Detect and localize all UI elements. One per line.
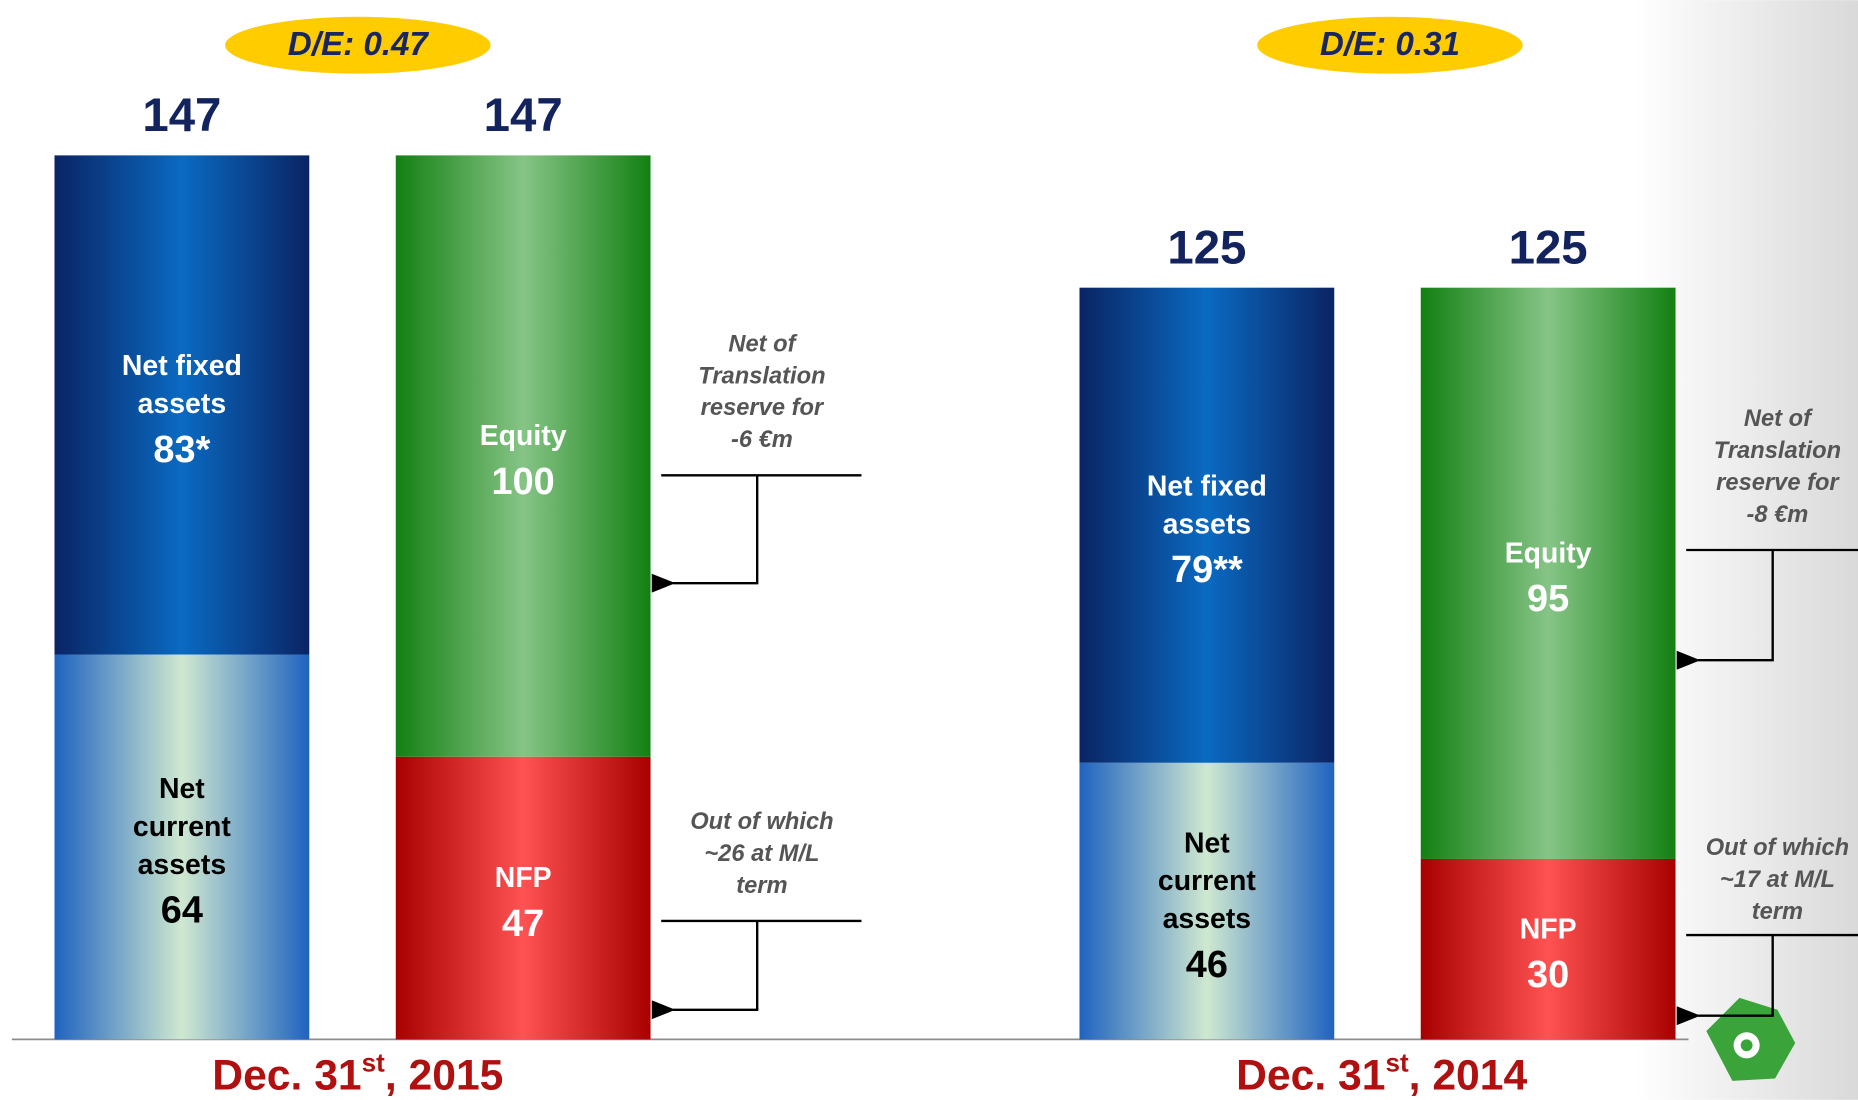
- bar-segment: [395, 756, 651, 1040]
- segment-name: assets: [138, 849, 227, 881]
- note-text: Translation: [1714, 438, 1841, 464]
- note-arrow: [1676, 549, 1774, 670]
- segment-name: Equity: [480, 420, 567, 452]
- segment-name: assets: [1163, 508, 1252, 540]
- bar-segment: [1079, 287, 1335, 763]
- period-day: Dec. 31: [1236, 1052, 1385, 1100]
- note-arrow: [651, 920, 759, 1020]
- note-text: Net of: [728, 331, 797, 357]
- bar-total: 125: [1509, 221, 1588, 274]
- segment-name: Net: [159, 773, 205, 805]
- segment-name: Net fixed: [1147, 470, 1267, 502]
- note-text: Translation: [698, 363, 825, 389]
- bar-segment: [395, 155, 651, 757]
- ratio-label: D/E: 0.31: [1320, 26, 1460, 63]
- period-day: Dec. 31: [212, 1052, 361, 1100]
- note-text: Net of: [1744, 406, 1813, 432]
- segment-name: Net: [1184, 827, 1230, 859]
- note-arrow: [1676, 935, 1774, 1026]
- period-label: Dec. 31st, 2014: [1236, 1047, 1527, 1100]
- segment-name: current: [1158, 865, 1256, 897]
- segment-value: 64: [161, 890, 203, 932]
- bar-segment: [54, 654, 310, 1040]
- segment-value: 79**: [1171, 549, 1243, 591]
- segment-name: Net fixed: [122, 350, 242, 382]
- note-text: -8 €m: [1746, 502, 1808, 528]
- period-year: , 2014: [1409, 1052, 1528, 1100]
- bar-segment: [1420, 287, 1676, 859]
- segment-name: Equity: [1505, 537, 1592, 569]
- note-text: term: [1752, 899, 1803, 925]
- note-text: Out of which: [690, 809, 833, 835]
- segment-value: 46: [1186, 944, 1228, 986]
- period-suffix: st: [362, 1047, 385, 1077]
- note-text: ~26 at M/L: [704, 841, 819, 867]
- note-text: -6 €m: [731, 427, 793, 453]
- bar-total: 125: [1167, 221, 1246, 274]
- note-text: reserve for: [701, 395, 825, 421]
- bar-total: 147: [484, 89, 563, 142]
- segment-value: 100: [492, 461, 555, 503]
- ratio-label: D/E: 0.47: [288, 26, 430, 63]
- period-year: , 2015: [385, 1052, 504, 1100]
- segment-name: NFP: [495, 862, 552, 894]
- segment-value: 95: [1527, 578, 1569, 620]
- ratio-badge: [1257, 16, 1523, 74]
- segment-value: 83*: [153, 429, 210, 471]
- segment-value: 47: [502, 903, 544, 945]
- bar-total: 147: [142, 89, 221, 142]
- logo: [1706, 997, 1796, 1081]
- note-text: ~17 at M/L: [1720, 867, 1835, 893]
- segment-name: assets: [1163, 903, 1252, 935]
- note-text: Out of which: [1706, 835, 1849, 861]
- note-text: reserve for: [1716, 470, 1840, 496]
- period-label: Dec. 31st, 2015: [212, 1047, 503, 1100]
- note-arrow: [651, 475, 759, 593]
- period-suffix: st: [1385, 1047, 1408, 1077]
- segment-name: current: [133, 811, 231, 843]
- note-text: term: [736, 873, 787, 899]
- segment-value: 30: [1527, 954, 1569, 996]
- bar-segment: [54, 155, 310, 655]
- bar-segment: [1420, 858, 1676, 1040]
- ratio-badge: [225, 16, 491, 74]
- bar-segment: [1079, 762, 1335, 1040]
- segment-name: NFP: [1520, 913, 1577, 945]
- segment-name: assets: [138, 388, 227, 420]
